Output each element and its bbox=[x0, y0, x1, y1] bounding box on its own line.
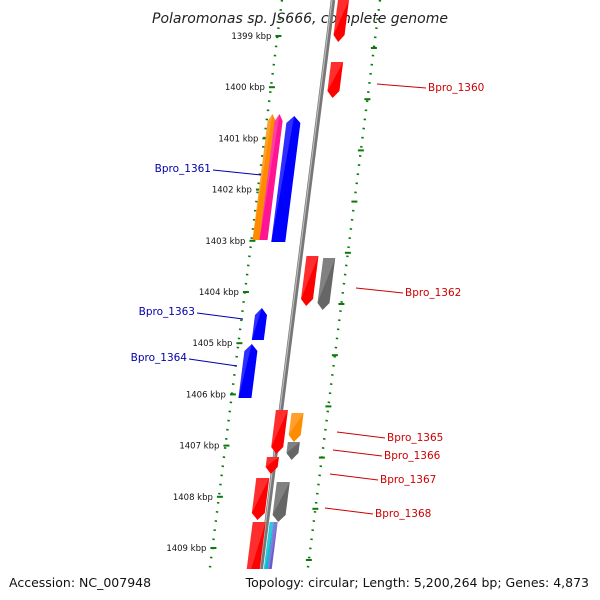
gene-forward-bpro-1365 bbox=[271, 410, 288, 454]
backbone-highlight bbox=[255, 0, 333, 600]
summary-text: Topology: circular; Length: 5,200,264 bp… bbox=[245, 575, 589, 590]
kbp-ticks: 1399 kbp 1400 kbp 1401 kbp 1402 kbp 1403 kbp… bbox=[166, 32, 377, 561]
gene-forward-red-2 bbox=[251, 478, 270, 520]
gene-label-bpro-1368[interactable]: Bpro_1368 bbox=[375, 508, 431, 520]
gene-reverse-bpro-1363 bbox=[251, 308, 267, 340]
gene-reverse-bpro-1361 bbox=[271, 116, 301, 242]
leader-line bbox=[212, 169, 262, 176]
gene-label-bpro-1364[interactable]: Bpro_1364 bbox=[131, 352, 188, 364]
tick-label: 1405 kbp bbox=[192, 339, 232, 349]
leader-line bbox=[196, 312, 244, 320]
gene-label-bpro-1366[interactable]: Bpro_1366 bbox=[384, 450, 441, 462]
leader-line bbox=[324, 507, 374, 515]
gene-reverse-bpro-1364 bbox=[238, 344, 258, 398]
tick-label: 1408 kbp bbox=[173, 493, 213, 503]
footer-background bbox=[0, 569, 600, 600]
tick-label: 1399 kbp bbox=[231, 32, 271, 42]
leader-line bbox=[376, 83, 427, 89]
tick-label: 1403 kbp bbox=[205, 237, 245, 247]
tick-label: 1409 kbp bbox=[166, 544, 206, 554]
gene-forward-orange bbox=[288, 413, 304, 442]
gene-reverse-pink bbox=[259, 114, 283, 240]
gene-forward-bpro-1366 bbox=[286, 442, 300, 460]
tick-label: 1402 kbp bbox=[212, 186, 252, 196]
map-title: Polaromonas sp. JS666, complete genome bbox=[152, 11, 448, 27]
tick-label: 1401 kbp bbox=[218, 134, 258, 144]
genome-backbone bbox=[254, 0, 336, 600]
leader-line bbox=[332, 449, 383, 457]
gene-label-bpro-1365[interactable]: Bpro_1365 bbox=[387, 432, 443, 444]
tick-label: 1407 kbp bbox=[179, 442, 219, 452]
gene-label-bpro-1360[interactable]: Bpro_1360 bbox=[428, 82, 484, 94]
gene-labels: Bpro_1360 Bpro_1361 Bpro_1362 Bpro_1363 Bpro… bbox=[131, 82, 485, 520]
gene-label-bpro-1361[interactable]: Bpro_1361 bbox=[155, 163, 211, 175]
gene-label-bpro-1363[interactable]: Bpro_1363 bbox=[139, 306, 195, 318]
gene-forward-bpro-1367 bbox=[265, 457, 279, 474]
gene-features bbox=[238, 0, 349, 600]
backbone-line bbox=[254, 0, 336, 600]
gene-forward-bpro-1360 bbox=[327, 62, 344, 98]
leader-line bbox=[188, 358, 238, 367]
leader-line bbox=[329, 473, 379, 481]
gene-forward-1 bbox=[333, 0, 349, 42]
gene-forward-bpro-1368 bbox=[272, 482, 290, 522]
gene-reverse-orange bbox=[252, 114, 276, 240]
tick-label: 1406 kbp bbox=[186, 390, 226, 400]
gene-forward-grey-1 bbox=[317, 258, 336, 310]
gene-label-bpro-1367[interactable]: Bpro_1367 bbox=[380, 474, 436, 486]
tick-label: 1400 kbp bbox=[225, 83, 265, 93]
gene-forward-bpro-1362 bbox=[301, 256, 319, 306]
accession-text: Accession: NC_007948 bbox=[9, 575, 151, 590]
gene-label-bpro-1362[interactable]: Bpro_1362 bbox=[405, 287, 461, 299]
tick-label: 1404 kbp bbox=[199, 288, 239, 298]
leader-line bbox=[355, 287, 404, 294]
leader-line bbox=[336, 431, 386, 439]
